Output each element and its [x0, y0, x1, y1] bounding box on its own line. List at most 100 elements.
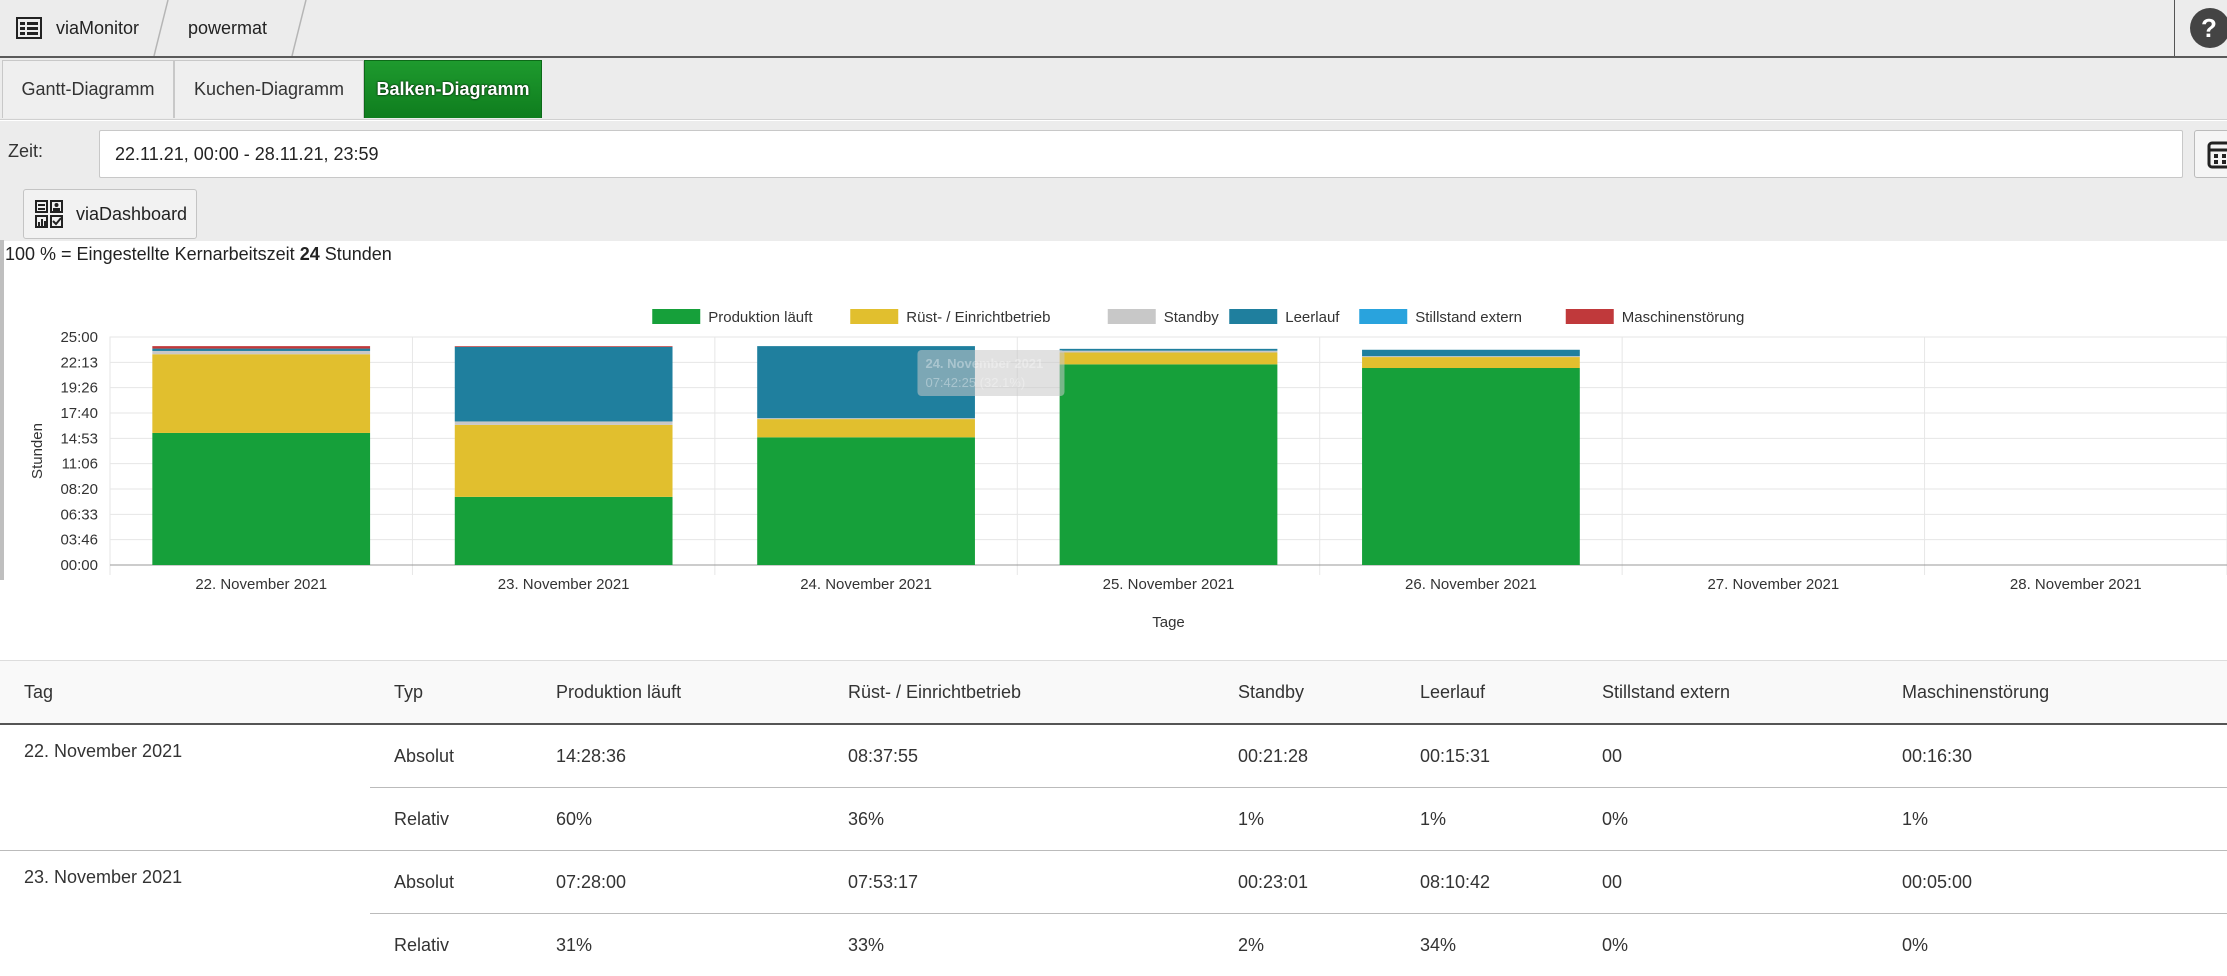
legend-swatch [850, 309, 898, 324]
bar-segment [455, 421, 673, 424]
y-tick-label: 25:00 [60, 329, 98, 346]
table-cell: 60% [532, 788, 824, 851]
breadcrumb-project[interactable]: powermat [188, 0, 267, 56]
tooltip-title: 24. November 2021 [925, 356, 1043, 371]
x-tick-label: 22. November 2021 [195, 576, 327, 593]
stacked-bar-chart: 00:0003:4606:3308:2011:0614:5317:4019:26… [0, 290, 2227, 635]
bar-segment [455, 497, 673, 565]
x-tick-label: 27. November 2021 [1707, 576, 1839, 593]
legend-label: Rüst- / Einrichtbetrieb [906, 309, 1050, 326]
table-cell: 0% [1578, 788, 1878, 851]
legend-label: Maschinenstörung [1622, 309, 1745, 326]
legend-label: Standby [1164, 309, 1220, 326]
bar-segment [1060, 349, 1278, 351]
day-cell: 23. November 2021 [0, 851, 370, 976]
bar-segment [152, 433, 370, 565]
kernarbeitszeit-note: 100 % = Eingestellte Kernarbeitszeit 24 … [5, 244, 392, 265]
table-cell: 00:16:30 [1878, 724, 2227, 788]
y-tick-label: 22:13 [60, 354, 98, 371]
bar-segment [455, 425, 673, 497]
y-tick-label: 06:33 [60, 506, 98, 523]
legend-swatch [1108, 309, 1156, 324]
table-row: 22. November 2021 Absolut 14:28:36 08:37… [0, 724, 2227, 788]
top-bar: viaMonitor powermat ? [0, 0, 2227, 58]
bar-segment [1362, 368, 1580, 565]
type-cell: Absolut [370, 724, 532, 788]
kernarbeitszeit-hours: 24 [300, 244, 320, 264]
bar-segment [1060, 364, 1278, 565]
viadashboard-label: viaDashboard [76, 204, 187, 225]
time-range-bar: Zeit: [0, 121, 2227, 185]
legend-swatch [1229, 309, 1277, 324]
bar-segment [1362, 356, 1580, 357]
breadcrumb-home[interactable]: viaMonitor [0, 0, 160, 56]
bar-segment [152, 351, 370, 354]
column-header[interactable]: Stillstand extern [1578, 661, 1878, 725]
table-cell: 00 [1578, 724, 1878, 788]
x-axis-title: Tage [1152, 614, 1185, 631]
time-range-input[interactable] [99, 130, 2183, 178]
time-label: Zeit: [8, 141, 43, 162]
bar-segment [1362, 357, 1580, 368]
bar-segment [455, 347, 673, 422]
table-cell: 00:15:31 [1396, 724, 1578, 788]
breadcrumb-separator [152, 0, 170, 56]
x-tick-label: 25. November 2021 [1103, 576, 1235, 593]
tab-gantt-diagramm[interactable]: Gantt-Diagramm [2, 60, 174, 118]
y-tick-label: 08:20 [60, 481, 98, 498]
column-header[interactable]: Standby [1214, 661, 1396, 725]
dashboard-bar: viaDashboard [0, 185, 2227, 241]
calendar-button[interactable] [2194, 130, 2227, 178]
bar-segment [757, 419, 975, 437]
bar-segment [152, 346, 370, 348]
column-header[interactable]: Maschinenstörung [1878, 661, 2227, 725]
summary-table: Tag Typ Produktion läuft Rüst- / Einrich… [0, 660, 2227, 976]
breadcrumb-separator [290, 0, 308, 56]
y-tick-label: 03:46 [60, 532, 98, 549]
table-cell: 1% [1214, 788, 1396, 851]
table-cell: 07:28:00 [532, 851, 824, 914]
column-header[interactable]: Leerlauf [1396, 661, 1578, 725]
x-tick-label: 24. November 2021 [800, 576, 932, 593]
table-cell: 14:28:36 [532, 724, 824, 788]
table-cell: 31% [532, 914, 824, 976]
legend-swatch [1359, 309, 1407, 324]
bar-segment [757, 418, 975, 419]
column-header[interactable]: Produktion läuft [532, 661, 824, 725]
table-cell: 1% [1878, 788, 2227, 851]
y-tick-label: 14:53 [60, 430, 98, 447]
column-header[interactable]: Typ [370, 661, 532, 725]
column-header[interactable]: Tag [0, 661, 370, 725]
x-tick-label: 28. November 2021 [2010, 576, 2142, 593]
type-cell: Relativ [370, 914, 532, 976]
tooltip-value: 07:42:25 (32.1%) [925, 375, 1025, 390]
legend-label: Stillstand extern [1415, 309, 1522, 326]
tab-kuchen-diagramm[interactable]: Kuchen-Diagramm [174, 60, 364, 118]
bar-segment [1060, 351, 1278, 353]
table-header-row: Tag Typ Produktion läuft Rüst- / Einrich… [0, 661, 2227, 725]
kernarbeitszeit-prefix: 100 % = Eingestellte Kernarbeitszeit [5, 244, 295, 264]
legend-label: Leerlauf [1285, 309, 1340, 326]
table-cell: 00:23:01 [1214, 851, 1396, 914]
legend-swatch [652, 309, 700, 324]
type-cell: Absolut [370, 851, 532, 914]
table-cell: 34% [1396, 914, 1578, 976]
column-header[interactable]: Rüst- / Einrichtbetrieb [824, 661, 1214, 725]
table-row: 23. November 2021 Absolut 07:28:00 07:53… [0, 851, 2227, 914]
table-cell: 1% [1396, 788, 1578, 851]
x-tick-label: 23. November 2021 [498, 576, 630, 593]
bar-segment [1362, 350, 1580, 356]
y-tick-label: 11:06 [62, 456, 98, 473]
help-button[interactable]: ? [2190, 8, 2227, 48]
bar-segment [757, 437, 975, 565]
tab-balken-diagramm[interactable]: Balken-Diagramm [364, 60, 542, 118]
table-cell: 0% [1878, 914, 2227, 976]
table-cell: 2% [1214, 914, 1396, 976]
y-tick-label: 17:40 [60, 405, 98, 422]
x-tick-label: 26. November 2021 [1405, 576, 1537, 593]
viadashboard-button[interactable]: viaDashboard [23, 189, 197, 239]
table-cell: 00:21:28 [1214, 724, 1396, 788]
y-axis-title: Stunden [29, 423, 46, 479]
table-cell: 00 [1578, 851, 1878, 914]
table-cell: 0% [1578, 914, 1878, 976]
